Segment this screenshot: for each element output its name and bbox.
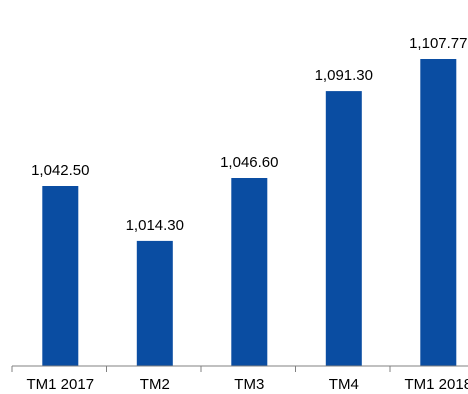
- bar: [231, 178, 268, 366]
- x-tick-label: TM2: [140, 376, 170, 393]
- x-ticks-group: [11, 366, 391, 372]
- bar: [42, 186, 79, 366]
- bar-value-label: 1,107.77: [409, 35, 467, 52]
- bar: [325, 91, 362, 366]
- x-tick-label: TM1 2017: [27, 376, 95, 393]
- x-tick-label: TM4: [329, 376, 359, 393]
- x-labels-group: TM1 2017 TM2 TM3 TM4 TM1 2018: [27, 376, 468, 393]
- bar-value-label: 1,042.50: [31, 162, 89, 179]
- bar-value-label: 1,014.30: [126, 217, 184, 234]
- bar: [420, 59, 457, 366]
- bar: [136, 240, 173, 366]
- bar-value-label: 1,046.60: [220, 154, 278, 171]
- bar-value-label: 1,091.30: [315, 67, 373, 84]
- x-tick-label: TM1 2018: [405, 376, 468, 393]
- bars-group: [42, 59, 457, 366]
- value-labels-group: 1,042.50 1,014.30 1,046.60 1,091.30 1,107.77: [31, 35, 467, 234]
- x-tick-label: TM3: [234, 376, 264, 393]
